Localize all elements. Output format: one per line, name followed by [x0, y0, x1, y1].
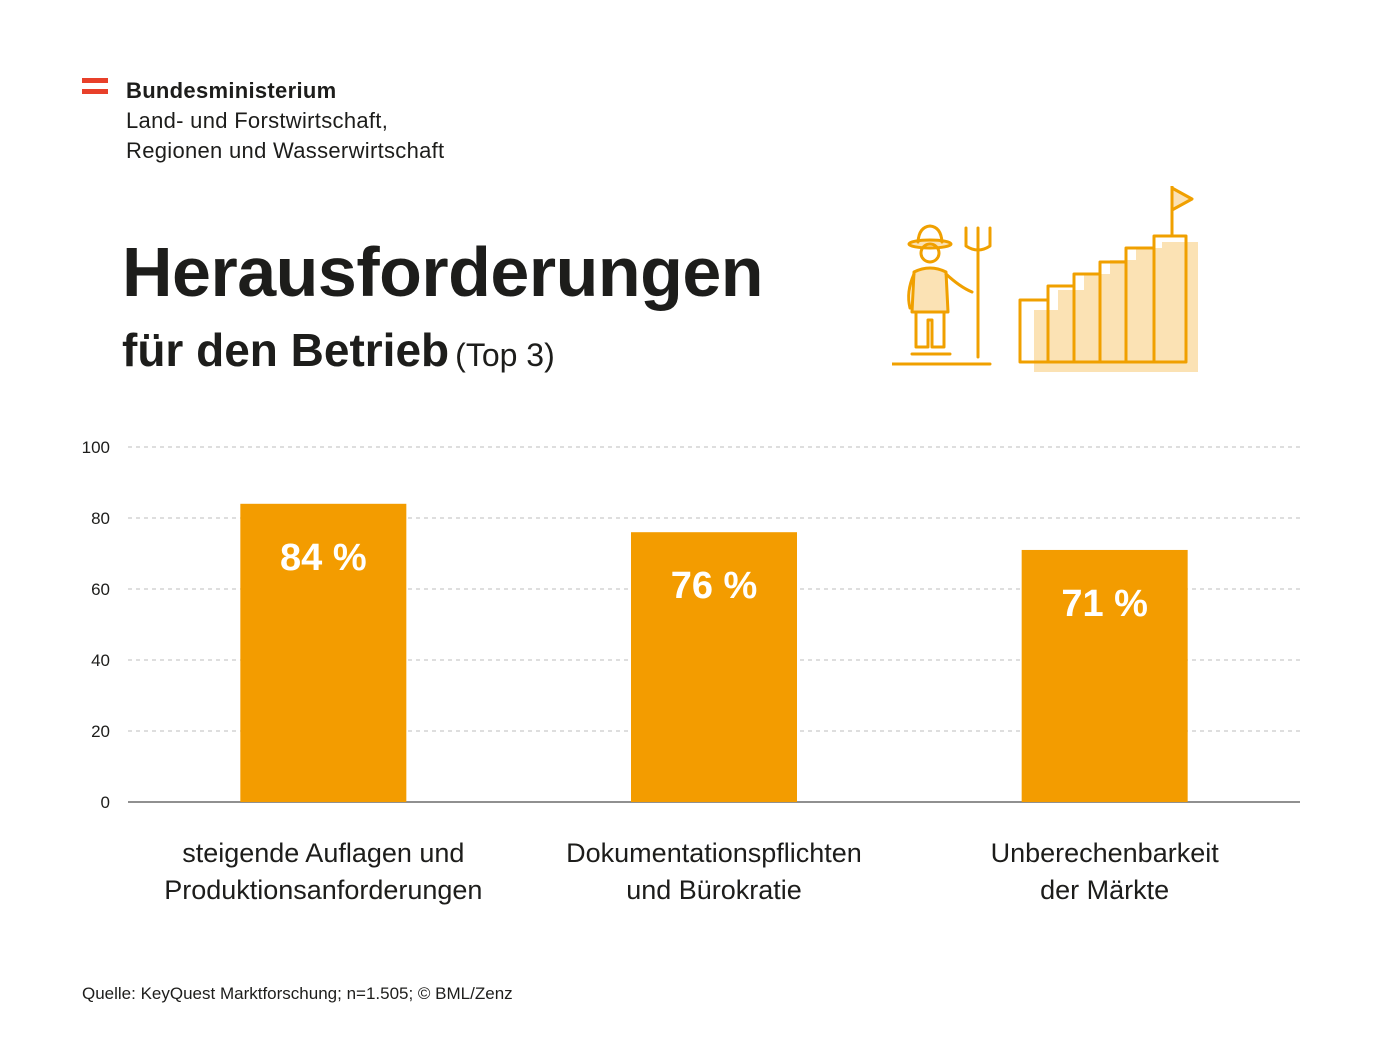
ministry-name-line2: Land- und Forstwirtschaft, [126, 108, 389, 133]
data-label: 76 % [671, 565, 758, 607]
y-tick-label: 80 [91, 509, 110, 528]
bar [631, 532, 797, 802]
y-tick-label: 0 [101, 793, 110, 812]
y-tick-label: 40 [91, 651, 110, 670]
header-illustration [892, 186, 1198, 372]
bar [240, 503, 407, 802]
ministry-name: Bundesministerium Land- und Forstwirtsch… [126, 76, 586, 166]
category-label: und Bürokratie [626, 875, 802, 905]
category-label: Produktionsanforderungen [164, 875, 482, 905]
page-title: Herausforderungen [122, 233, 764, 311]
y-tick-label: 60 [91, 580, 110, 599]
ministry-name-line1: Bundesministerium [126, 78, 337, 103]
bar-chart: 0 20 40 60 80 100 84 % steigende Auflagen und Pr… [82, 438, 1300, 905]
rising-stairs-flag-icon [1018, 186, 1198, 372]
y-tick-label: 100 [82, 438, 110, 457]
category-label: Dokumentationspflichten [566, 838, 862, 868]
data-label: 84 % [280, 537, 367, 579]
data-label: 71 % [1061, 583, 1148, 625]
category-label: steigende Auflagen und [182, 838, 464, 868]
austrian-flag-icon [82, 78, 108, 95]
source-note: Quelle: KeyQuest Marktforschung; n=1.505… [82, 984, 513, 1003]
category-label: Unberechenbarkeit [991, 838, 1220, 868]
farmer-with-pitchfork-icon [892, 224, 992, 366]
page-subtitle: für den Betrieb (Top 3) [122, 322, 555, 383]
subtitle-suffix: (Top 3) [455, 337, 555, 373]
y-tick-label: 20 [91, 722, 110, 741]
bar [1021, 549, 1188, 802]
category-label: der Märkte [1040, 875, 1169, 905]
ministry-name-line3: Regionen und Wasserwirtschaft [126, 138, 445, 163]
subtitle-main: für den Betrieb [122, 324, 450, 376]
